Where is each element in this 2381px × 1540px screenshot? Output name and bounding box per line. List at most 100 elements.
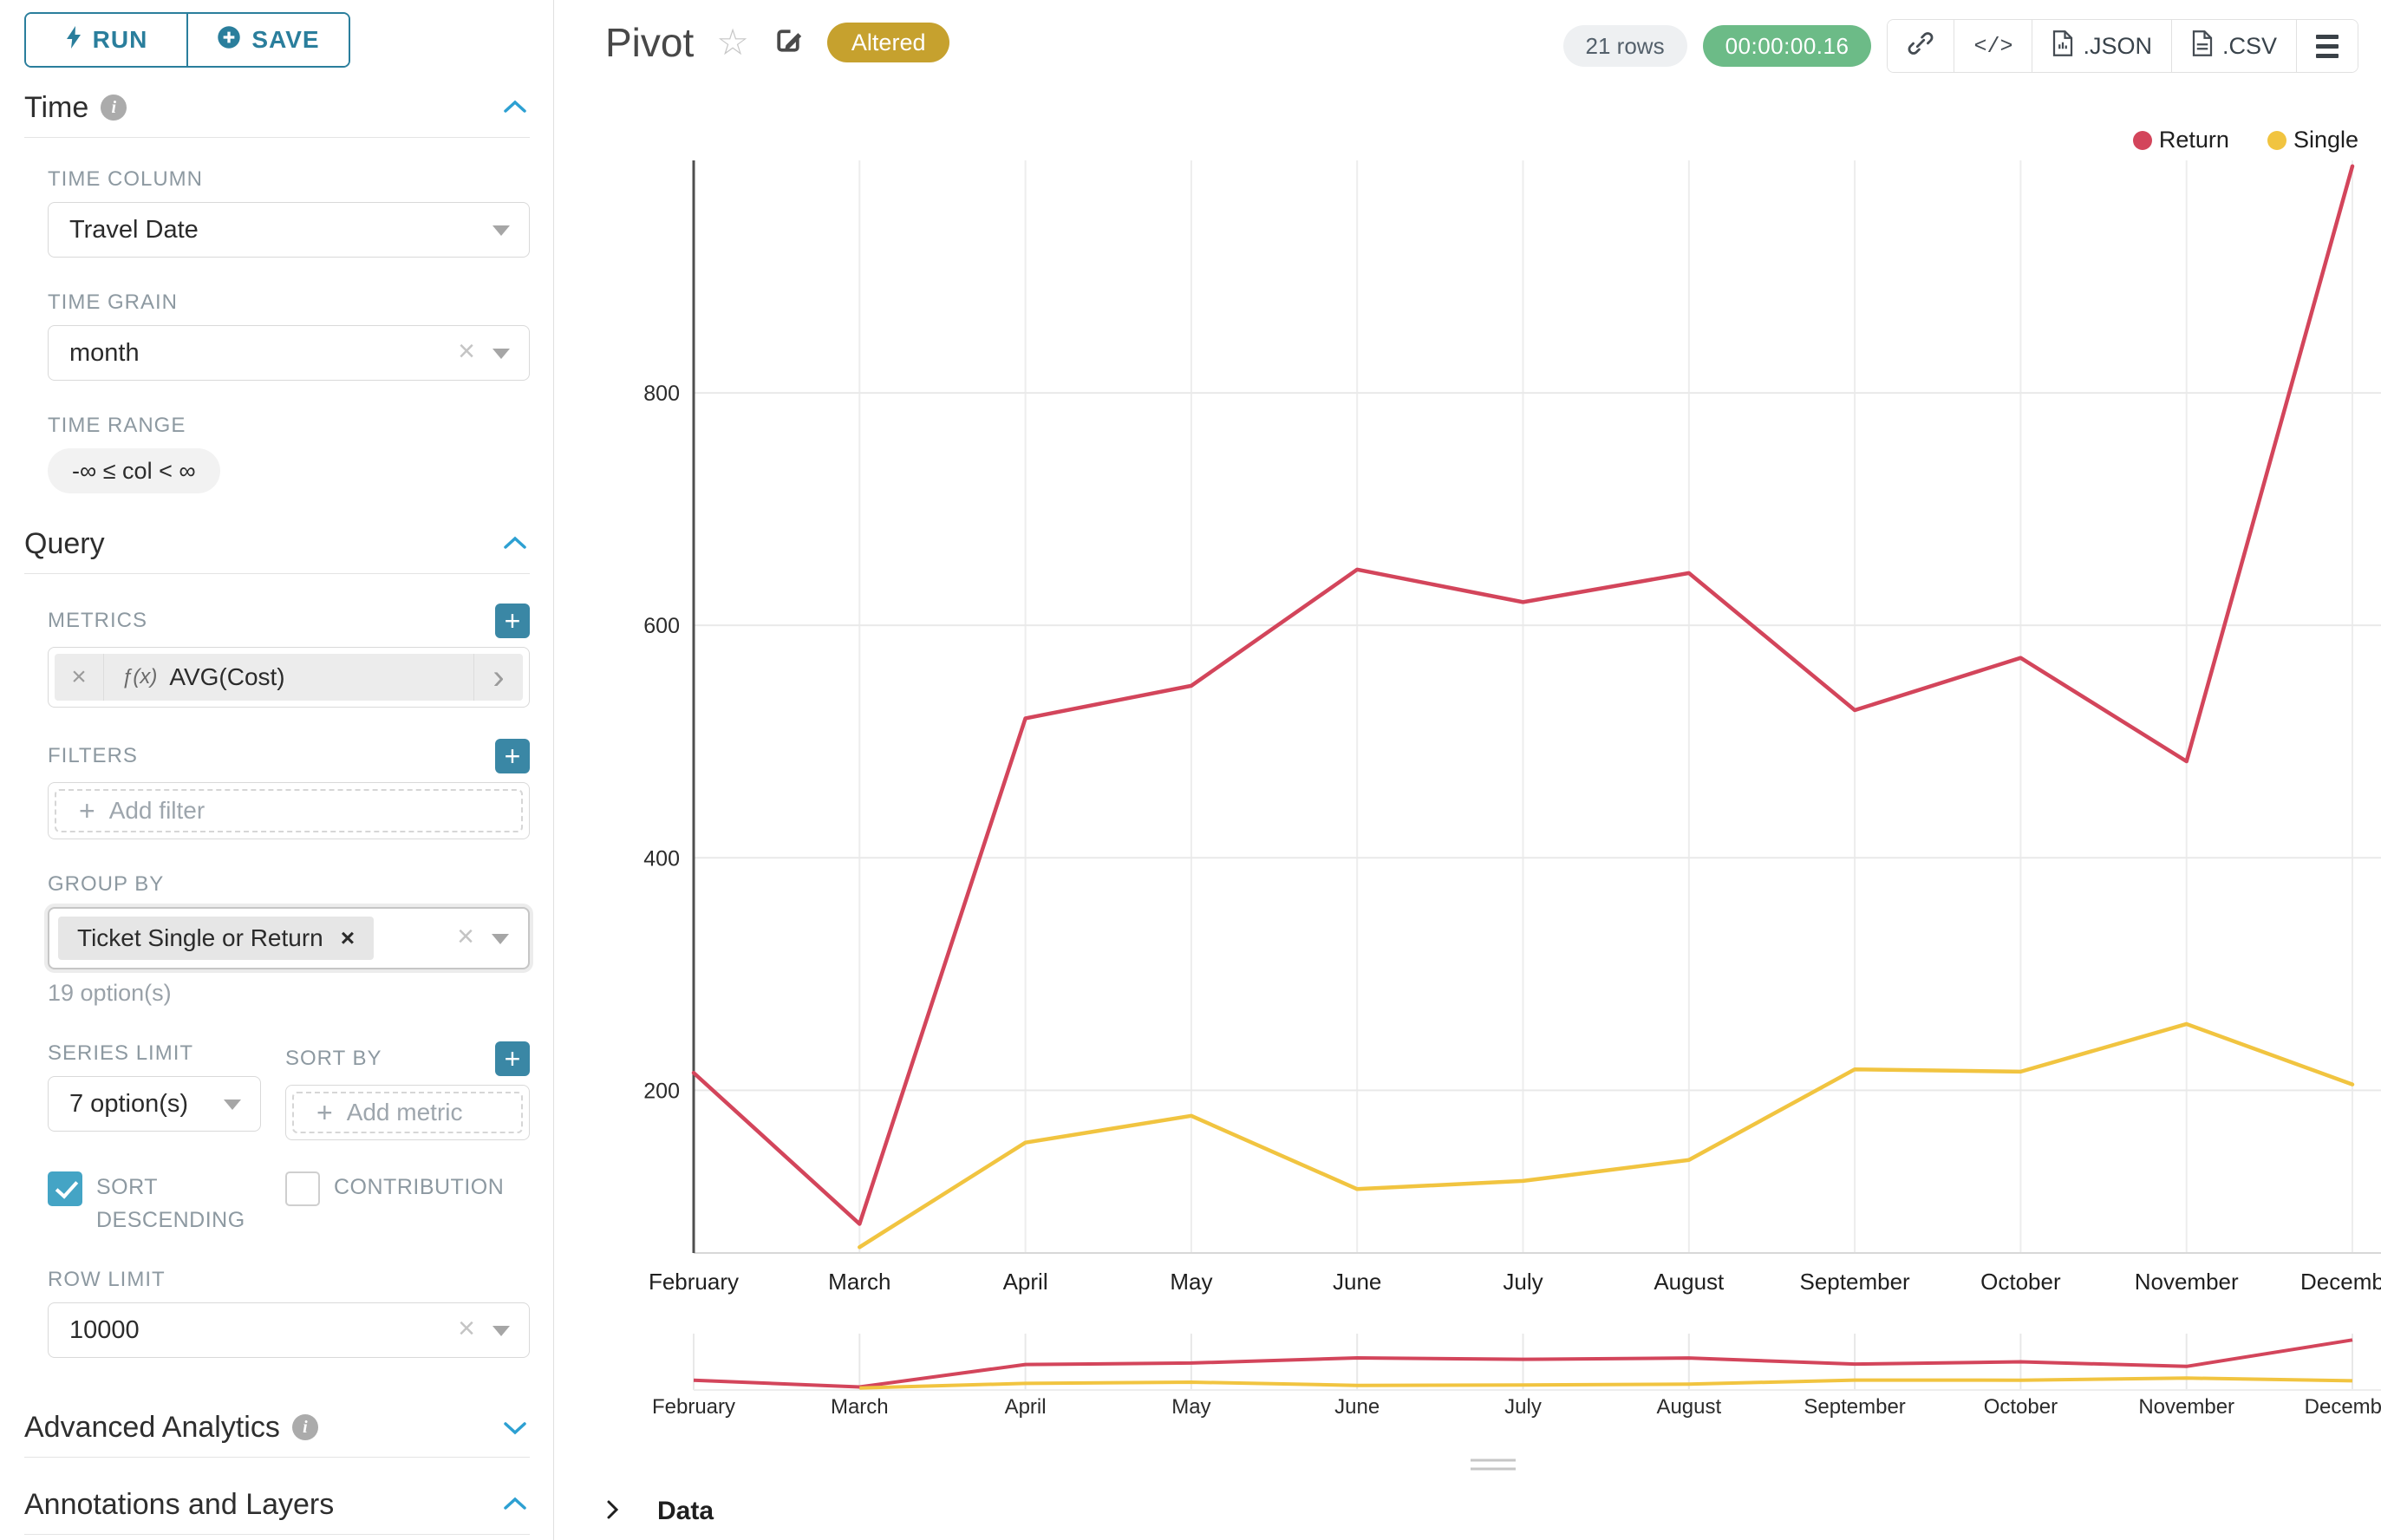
chevron-up-icon[interactable]	[500, 1488, 530, 1522]
fx-icon: ƒ(x)	[121, 665, 157, 689]
y-axis-label: 600	[643, 614, 680, 638]
info-icon[interactable]: i	[292, 1414, 318, 1440]
clear-icon[interactable]: ×	[458, 1312, 475, 1346]
csv-file-icon	[2191, 30, 2214, 62]
clear-icon[interactable]: ×	[458, 335, 475, 369]
sort-descending-checkbox[interactable]	[48, 1171, 82, 1206]
run-button[interactable]: RUN	[26, 14, 186, 66]
code-icon: </>	[1973, 34, 2012, 59]
metrics-box: × ƒ(x) AVG(Cost) ›	[48, 647, 530, 708]
minimap-x-label: November	[2138, 1395, 2234, 1419]
caret-down-icon	[492, 934, 509, 944]
x-axis-label: August	[1654, 1269, 1725, 1295]
favorite-star-icon[interactable]: ☆	[716, 24, 749, 61]
minimap-line-single	[859, 1378, 2352, 1387]
query-timer-badge: 00:00:00.16	[1703, 25, 1872, 67]
save-button-label: SAVE	[251, 26, 319, 54]
view-query-button[interactable]: </>	[1954, 20, 2032, 72]
sort-by-label: SORT BY	[285, 1047, 382, 1071]
advanced-analytics-header[interactable]: Advanced Analytics i	[24, 1410, 530, 1445]
chevron-down-icon[interactable]	[500, 1411, 530, 1445]
legend-item-single[interactable]: Single	[2267, 127, 2358, 153]
caret-down-icon	[493, 349, 510, 359]
add-filter-button[interactable]: +	[495, 739, 530, 773]
minimap-x-label: June	[1334, 1395, 1380, 1419]
info-icon[interactable]: i	[101, 95, 127, 121]
minimap-x-label: May	[1171, 1395, 1210, 1419]
time-column-select[interactable]: Travel Date	[48, 202, 530, 258]
chart-legend: Return Single	[2133, 127, 2358, 153]
time-section-header[interactable]: Time i	[24, 90, 530, 125]
add-sort-metric-dropzone[interactable]: + Add metric	[292, 1092, 523, 1133]
edit-icon[interactable]	[772, 24, 805, 62]
altered-badge[interactable]: Altered	[827, 23, 950, 62]
more-options-button[interactable]	[2296, 20, 2358, 72]
time-column-value: Travel Date	[69, 216, 199, 245]
remove-tag-icon[interactable]: ×	[341, 924, 355, 952]
save-button[interactable]: SAVE	[186, 14, 349, 66]
chevron-right-icon[interactable]: ›	[473, 654, 523, 701]
x-axis-label: April	[1003, 1269, 1048, 1295]
remove-metric-icon[interactable]: ×	[55, 662, 103, 692]
query-section-header[interactable]: Query	[24, 526, 530, 561]
minimap-x-label: October	[1984, 1395, 2058, 1419]
series-line-single	[859, 1024, 2352, 1247]
chevron-up-icon[interactable]	[500, 527, 530, 561]
share-link-button[interactable]	[1888, 20, 1954, 72]
time-range-pill[interactable]: -∞ ≤ col < ∞	[48, 448, 220, 493]
chart-toolbar: 21 rows 00:00:00.16 </>	[1563, 19, 2358, 73]
export-button-group: </> .JSON .CSV	[1887, 19, 2358, 73]
time-column-label: TIME COLUMN	[48, 167, 530, 192]
minimap-x-label: August	[1656, 1395, 1721, 1419]
group-by-tag: Ticket Single or Return ×	[58, 917, 374, 960]
query-section-title: Query	[24, 527, 105, 561]
group-by-label: GROUP BY	[48, 872, 530, 897]
divider	[24, 137, 530, 138]
clear-icon[interactable]: ×	[457, 920, 474, 954]
add-metric-button[interactable]: +	[495, 604, 530, 638]
chart-panel: 200400600800FebruaryMarchAprilMayJuneJul…	[555, 0, 2381, 1540]
legend-item-return[interactable]: Return	[2133, 127, 2229, 153]
menu-icon	[2316, 35, 2339, 58]
minimap-x-label: April	[1005, 1395, 1047, 1419]
export-json-label: .JSON	[2083, 33, 2152, 60]
caret-down-icon	[493, 1326, 510, 1336]
bolt-icon	[65, 25, 82, 55]
chevron-right-icon	[605, 1498, 621, 1526]
export-csv-button[interactable]: .CSV	[2171, 20, 2296, 72]
minimap-x-label: September	[1804, 1395, 1905, 1419]
run-save-button-group: RUN SAVE	[24, 12, 350, 68]
row-limit-value: 10000	[69, 1316, 140, 1345]
divider	[24, 573, 530, 574]
chart-canvas: 200400600800FebruaryMarchAprilMayJuneJul…	[555, 0, 2381, 1540]
data-panel-header[interactable]: Data	[605, 1497, 714, 1526]
time-grain-select[interactable]: month ×	[48, 325, 530, 381]
group-by-select[interactable]: Ticket Single or Return × ×	[48, 907, 530, 969]
row-limit-select[interactable]: 10000 ×	[48, 1302, 530, 1358]
sort-descending-label: SORT DESCENDING	[96, 1171, 261, 1237]
add-filter-dropzone[interactable]: + Add filter	[55, 789, 523, 832]
contribution-checkbox[interactable]	[285, 1171, 320, 1206]
time-section-title: Time	[24, 91, 88, 125]
export-json-button[interactable]: .JSON	[2032, 20, 2171, 72]
time-range-value: -∞ ≤ col < ∞	[72, 458, 196, 485]
x-axis-label: February	[649, 1269, 739, 1295]
sort-by-placeholder: Add metric	[347, 1099, 463, 1126]
row-limit-label: ROW LIMIT	[48, 1268, 530, 1292]
annotations-header[interactable]: Annotations and Layers	[24, 1487, 530, 1522]
minimap-x-label: December	[2305, 1395, 2381, 1419]
caret-down-icon	[493, 225, 510, 236]
series-limit-value: 7 option(s)	[69, 1090, 188, 1119]
metric-pill[interactable]: × ƒ(x) AVG(Cost) ›	[55, 654, 523, 701]
contribution-label: CONTRIBUTION	[334, 1171, 504, 1204]
add-sort-metric-button[interactable]: +	[495, 1041, 530, 1076]
json-file-icon	[2052, 30, 2074, 62]
sort-by-box: + Add metric	[285, 1085, 530, 1140]
x-axis-label: November	[2135, 1269, 2239, 1295]
chevron-up-icon[interactable]	[500, 91, 530, 125]
data-panel-label: Data	[657, 1497, 714, 1526]
series-limit-select[interactable]: 7 option(s)	[48, 1076, 261, 1132]
x-axis-label: September	[1800, 1269, 1911, 1295]
legend-dot	[2133, 131, 2152, 150]
series-limit-label: SERIES LIMIT	[48, 1041, 261, 1066]
